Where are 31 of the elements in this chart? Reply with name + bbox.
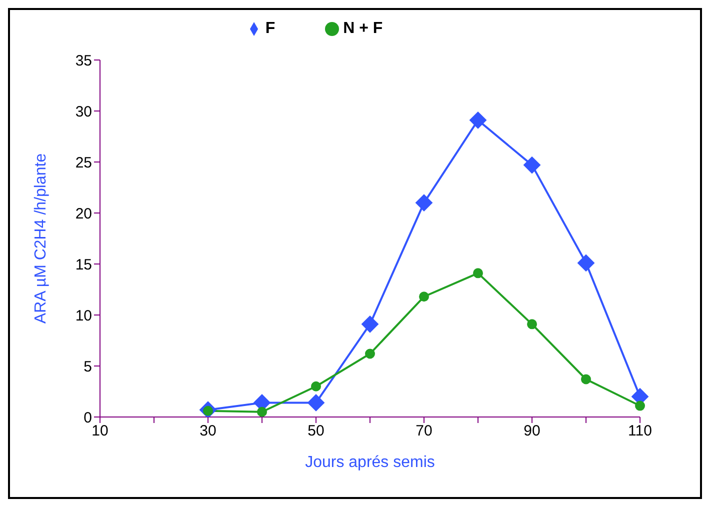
y-tick-label: 35 (75, 52, 92, 70)
y-tick-label: 20 (75, 205, 92, 222)
y-tick-label: 0 (84, 409, 92, 426)
y-tick-label: 10 (75, 307, 92, 324)
x-tick-label: 110 (628, 422, 652, 440)
y-tick-label: 25 (75, 154, 92, 172)
point (257, 406, 267, 417)
point (581, 374, 591, 384)
point (635, 400, 645, 411)
legend-label: N + F (343, 20, 383, 37)
x-tick-label: 90 (524, 422, 540, 440)
point (473, 268, 483, 278)
x-axis-title: Jours aprés semis (305, 454, 435, 471)
x-tick-label: 50 (308, 422, 324, 440)
legend-label: F (265, 20, 276, 37)
point (578, 254, 594, 272)
y-tick-label: 15 (75, 256, 92, 274)
x-tick-label: 30 (200, 422, 216, 440)
point (524, 156, 540, 174)
point (362, 316, 378, 333)
point (365, 348, 375, 359)
point (470, 112, 486, 129)
y-tick-label: 30 (75, 103, 92, 120)
x-tick-label: 70 (416, 422, 432, 440)
point (308, 394, 324, 412)
point (311, 381, 321, 392)
y-axis-title: ARA µM C2H4 /h/plante (32, 153, 50, 324)
point (419, 292, 429, 302)
point (527, 319, 537, 330)
y-tick-label: 5 (84, 358, 92, 376)
point (416, 194, 432, 212)
